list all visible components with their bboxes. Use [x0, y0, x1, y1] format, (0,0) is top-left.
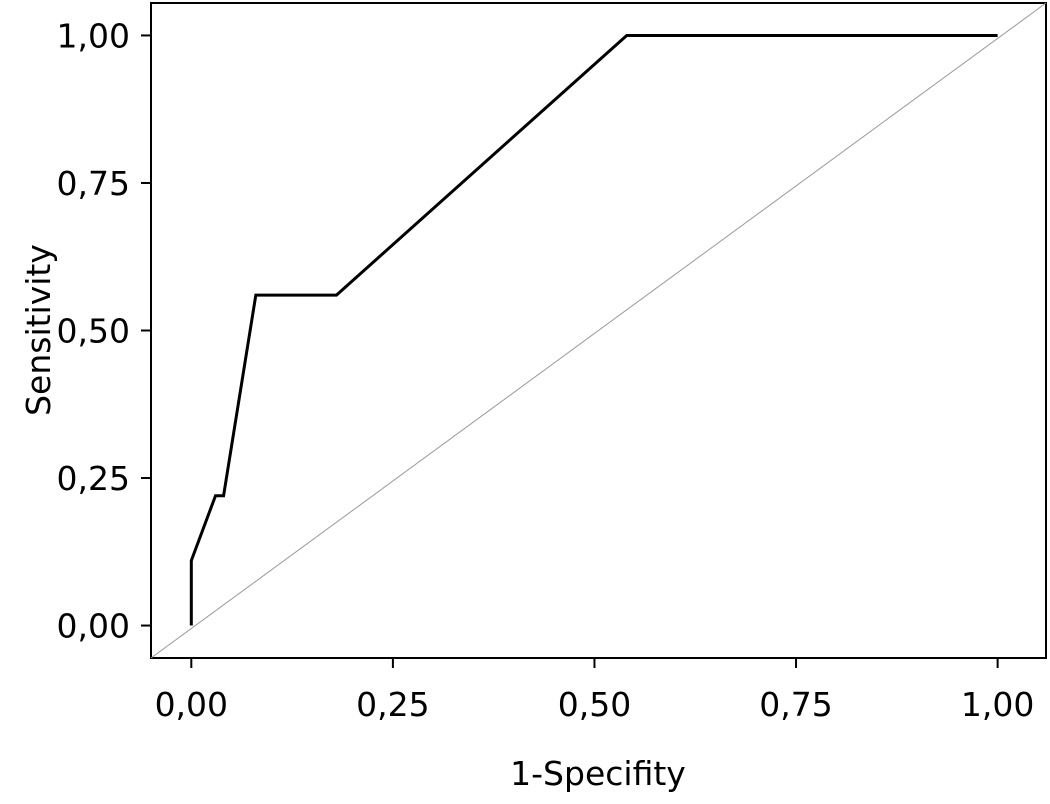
- x-axis-title: 1-Specifity: [510, 754, 686, 793]
- reference-line: [150, 2, 1047, 659]
- y-tick-label: 0,75: [57, 164, 130, 203]
- y-tick-label: 0,50: [57, 312, 130, 351]
- y-tick-label: 1,00: [57, 16, 130, 55]
- x-tick-label: 0,75: [759, 685, 832, 724]
- x-tick-label: 0,50: [558, 685, 631, 724]
- x-tick-label: 0,00: [155, 685, 228, 724]
- x-tick-label: 0,25: [356, 685, 429, 724]
- roc-curve-line: [189, 33, 998, 626]
- y-tick-label: 0,25: [57, 459, 130, 498]
- y-axis-title: Sensitivity: [19, 244, 58, 416]
- y-tick-label: 0,00: [57, 607, 130, 646]
- x-tick-label: 1,00: [961, 685, 1034, 724]
